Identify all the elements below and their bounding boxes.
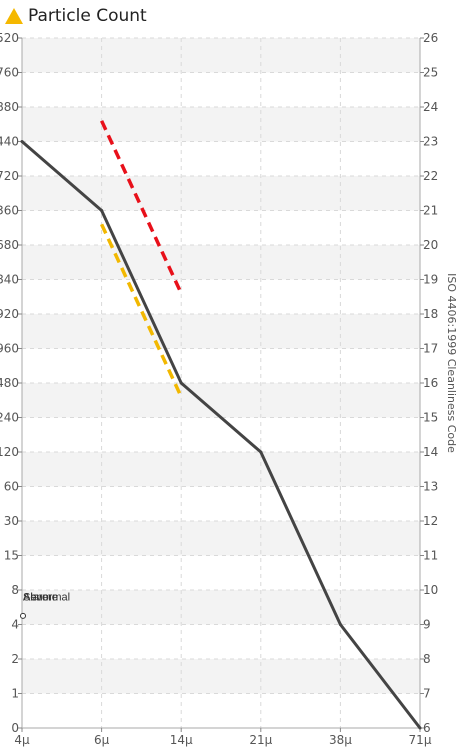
- series-layer: [20, 120, 422, 730]
- band: [22, 624, 420, 659]
- annotation-label: Abnormal: [23, 591, 70, 603]
- alternating-bands: [22, 38, 420, 728]
- right-tick-label: 26: [423, 31, 438, 45]
- annotation-label: Severe: [23, 591, 58, 603]
- right-tick-label: 23: [423, 135, 438, 149]
- band: [22, 245, 420, 280]
- band: [22, 279, 420, 314]
- band: [22, 555, 420, 590]
- band: [22, 452, 420, 487]
- left-tick-label: 240: [0, 411, 19, 425]
- right-axis-title: ISO 4406:1999 Cleanliness Code: [445, 273, 458, 453]
- left-tick-label: 2: [11, 652, 19, 666]
- band: [22, 72, 420, 107]
- axis-labels: 0617284981015113012601312014240154801696…: [0, 31, 458, 747]
- series-line-0: [21, 140, 422, 729]
- annotation-marker: [20, 612, 26, 619]
- left-tick-label: 60: [4, 480, 19, 494]
- x-tick-label: 71μ: [409, 733, 432, 747]
- band: [22, 383, 420, 418]
- axes: [18, 37, 424, 732]
- left-tick-label: 1920: [0, 307, 19, 321]
- x-tick-label: 14μ: [170, 733, 193, 747]
- x-tick-label: 38μ: [329, 733, 352, 747]
- band: [22, 417, 420, 452]
- right-tick-label: 22: [423, 169, 438, 183]
- right-tick-label: 25: [423, 66, 438, 80]
- left-tick-label: 30720: [0, 169, 19, 183]
- band: [22, 314, 420, 349]
- series-point-0: [100, 209, 104, 212]
- band: [22, 659, 420, 694]
- annotation-label: Alarm: [23, 591, 52, 603]
- right-tick-label: 17: [423, 342, 438, 356]
- band: [22, 176, 420, 211]
- right-tick-label: 12: [423, 514, 438, 528]
- left-tick-label: 960: [0, 342, 19, 356]
- series-point-0: [418, 726, 422, 730]
- left-tick-label: 0: [11, 721, 19, 735]
- right-tick-label: 7: [423, 687, 431, 701]
- right-tick-label: 21: [423, 204, 438, 218]
- x-tick-label: 4μ: [14, 733, 30, 747]
- left-tick-label: 8: [11, 583, 19, 597]
- band: [22, 107, 420, 142]
- band: [22, 590, 420, 625]
- band: [22, 141, 420, 176]
- left-tick-label: 1: [11, 687, 19, 701]
- right-tick-label: 9: [423, 618, 431, 632]
- left-tick-label: 15: [4, 549, 19, 563]
- right-tick-label: 18: [423, 307, 438, 321]
- band: [22, 521, 420, 556]
- right-tick-label: 8: [423, 652, 431, 666]
- series-point-0: [338, 623, 342, 626]
- left-tick-label: 491520: [0, 31, 19, 45]
- right-tick-label: 13: [423, 480, 438, 494]
- left-tick-label: 30: [4, 514, 19, 528]
- right-tick-label: 10: [423, 583, 438, 597]
- series-point-0: [259, 450, 263, 454]
- left-tick-label: 7680: [0, 238, 19, 252]
- band: [22, 210, 420, 245]
- right-tick-label: 20: [423, 238, 438, 252]
- left-tick-label: 122880: [0, 100, 19, 114]
- band: [22, 693, 420, 728]
- series-point-0: [20, 140, 24, 143]
- right-tick-label: 19: [423, 273, 438, 287]
- left-tick-label: 3840: [0, 273, 19, 287]
- right-tick-label: 14: [423, 445, 438, 459]
- band: [22, 38, 420, 73]
- band: [22, 486, 420, 521]
- band: [22, 348, 420, 383]
- series-point-0: [179, 381, 183, 385]
- right-tick-label: 11: [423, 549, 438, 563]
- left-tick-label: 61440: [0, 135, 19, 149]
- left-tick-label: 245760: [0, 66, 19, 80]
- right-tick-label: 6: [423, 721, 431, 735]
- left-tick-label: 480: [0, 376, 19, 390]
- x-tick-label: 6μ: [94, 733, 110, 747]
- chart-title: Particle Count: [28, 6, 147, 26]
- chart-header: Particle Count: [4, 4, 147, 28]
- warning-triangle-icon: [5, 8, 23, 24]
- right-tick-label: 15: [423, 411, 438, 425]
- left-tick-label: 120: [0, 445, 19, 459]
- right-tick-label: 24: [423, 100, 438, 114]
- left-tick-label: 4: [11, 618, 19, 632]
- x-tick-label: 21μ: [249, 733, 272, 747]
- right-tick-label: 16: [423, 376, 438, 390]
- left-tick-label: 15360: [0, 204, 19, 218]
